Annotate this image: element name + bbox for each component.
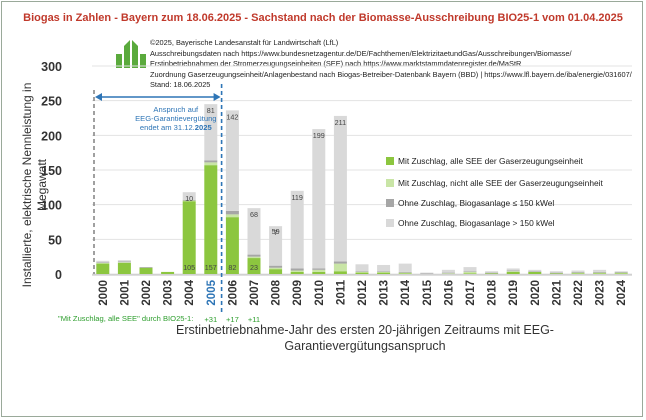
legend-swatch: [386, 219, 394, 227]
footnote-label: "Mit Zuschlag, alle SEE" durch BIO25-1:: [58, 314, 194, 323]
source-note: Stand: 18.06.2025: [150, 80, 211, 90]
legend-label: Ohne Zuschlag, Biogasanlage > 150 kWel: [398, 218, 555, 228]
y-axis-title: Installierte, elektrische Nennleistung i…: [20, 82, 49, 288]
source-note: ©2025, Bayerische Landesanstalt für Land…: [150, 38, 339, 47]
legend-label: Mit Zuschlag, alle SEE der Gaserzeugungs…: [398, 156, 583, 166]
source-note: Ausschreibungsdaten nach https://www.bun…: [150, 48, 572, 58]
legend-swatch: [386, 199, 394, 207]
chart-title: Biogas in Zahlen - Bayern zum 18.06.2025…: [23, 12, 623, 24]
legend-label: Mit Zuschlag, nicht alle SEE der Gaserze…: [398, 178, 603, 188]
source-note: Erstinbetriebnahmen der Stromerzeugungse…: [150, 59, 522, 69]
lfl-logo-icon: [116, 40, 146, 68]
source-notes: ©2025, Bayerische Landesanstalt für Land…: [150, 38, 632, 91]
legend-swatch: [386, 179, 394, 187]
legend-swatch: [386, 157, 394, 165]
legend-label: Ohne Zuschlag, Biogasanlage ≤ 150 kWel: [398, 198, 555, 208]
source-note: Zuordnung Gaserzeugungseinheit/Anlagenbe…: [150, 69, 632, 79]
x-axis-title: Erstinbetriebnahme-Jahr des ersten 20-jä…: [176, 323, 554, 353]
